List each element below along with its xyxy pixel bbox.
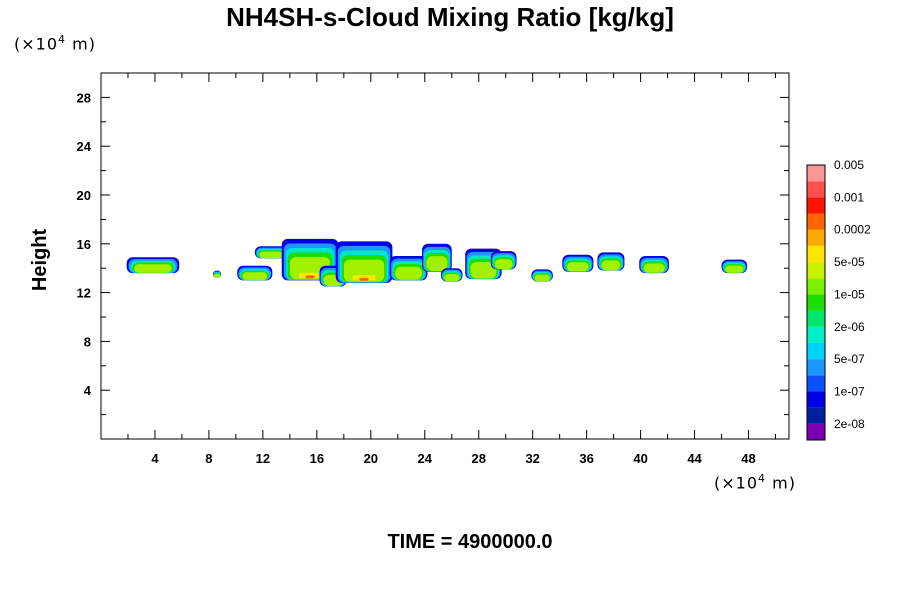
colorbar-label: 0.005 — [834, 158, 864, 172]
colorbar-swatch — [807, 213, 825, 230]
colorbar-swatch — [807, 375, 825, 392]
colorbar-swatch — [807, 245, 825, 263]
chart-title: NH4SH-s-Cloud Mixing Ratio [kg/kg] — [226, 2, 674, 32]
x-tick-label: 32 — [525, 451, 539, 466]
colorbar-label: 2e-08 — [834, 417, 865, 431]
x-tick-label: 12 — [256, 451, 270, 466]
colorbar-swatch — [807, 197, 825, 214]
cloud-cell — [242, 272, 268, 281]
cloud-cell — [444, 274, 460, 282]
cloud-cell — [259, 251, 283, 259]
colorbar-label: 1e-05 — [834, 287, 865, 301]
colorbar-swatch — [807, 407, 825, 424]
y-tick-label: 28 — [77, 90, 91, 105]
y-axis-unit: (×104 m) — [14, 33, 96, 53]
colorbar-swatch — [807, 359, 825, 376]
x-tick-label: 48 — [741, 451, 755, 466]
x-unit-exponent: 4 — [758, 472, 767, 485]
cloud-cell — [725, 265, 744, 273]
x-tick-label: 36 — [579, 451, 593, 466]
x-unit-prefix: (×10 — [714, 473, 759, 493]
y-unit-suffix: m) — [66, 34, 96, 54]
cloud-cell — [470, 262, 497, 279]
x-tick-label: 44 — [687, 451, 702, 466]
cloud-cell — [601, 260, 621, 271]
colorbar-label: 0.001 — [834, 190, 864, 204]
x-tick-label: 24 — [418, 451, 433, 466]
colorbar-swatch — [807, 181, 825, 198]
cloud-cell — [214, 273, 220, 278]
colorbar-swatch — [807, 229, 825, 246]
y-tick-label: 20 — [77, 188, 91, 203]
cloud-cell — [534, 274, 550, 282]
x-axis-unit: (×104 m) — [714, 472, 796, 492]
x-tick-label: 16 — [310, 451, 324, 466]
y-unit-prefix: (×10 — [14, 34, 59, 54]
colorbar-label: 2e-06 — [834, 320, 865, 334]
x-tick-label: 4 — [151, 451, 159, 466]
x-tick-label: 20 — [364, 451, 378, 466]
colorbar-swatch — [807, 310, 825, 327]
colorbar-swatch — [807, 294, 825, 311]
colorbar-label: 0.0002 — [834, 223, 871, 237]
colorbar-swatch — [807, 342, 825, 360]
y-tick-label: 4 — [84, 383, 92, 398]
plot-frame — [100, 72, 790, 440]
cloud-core-peak — [359, 277, 369, 281]
x-unit-suffix: m) — [766, 473, 796, 493]
colorbar-label: 5e-07 — [834, 352, 865, 366]
cloud-cell — [395, 266, 423, 280]
colorbar-swatch — [807, 423, 825, 440]
colorbar-label: 1e-07 — [834, 384, 865, 398]
cloud-cell — [566, 262, 589, 272]
colorbar: 2e-08 1e-07 5e-07 2e-06 1e-05 5e-05 0.0002 0.00… — [806, 158, 871, 441]
y-unit-exponent: 4 — [58, 33, 67, 46]
y-tick-label: 8 — [84, 334, 91, 349]
cloud-field — [126, 238, 748, 287]
x-tick-label: 40 — [633, 451, 647, 466]
time-label: TIME = 4900000.0 — [387, 531, 553, 553]
cloud-cell — [494, 259, 513, 269]
colorbar-swatch — [807, 165, 825, 182]
y-tick-label: 16 — [77, 237, 91, 252]
cloud-cell — [426, 256, 448, 272]
colorbar-swatch — [807, 391, 825, 408]
cloud-cell — [134, 264, 172, 273]
y-tick-label: 12 — [77, 286, 91, 301]
cloud-core-peak — [305, 275, 315, 279]
y-tick-label: 24 — [77, 139, 92, 154]
x-tick-label: 8 — [205, 451, 212, 466]
colorbar-swatch — [807, 262, 825, 279]
colorbar-swatch — [807, 326, 825, 343]
cloud-cell — [643, 263, 665, 273]
colorbar-swatch — [807, 278, 825, 295]
y-axis: 4 8 12 16 20 24 28 — [77, 90, 789, 416]
colorbar-label: 5e-05 — [834, 255, 865, 269]
x-tick-label: 28 — [471, 451, 485, 466]
colorbar-frame — [806, 164, 826, 441]
x-axis: 4 8 12 16 20 24 28 32 36 40 44 48 — [127, 73, 777, 466]
